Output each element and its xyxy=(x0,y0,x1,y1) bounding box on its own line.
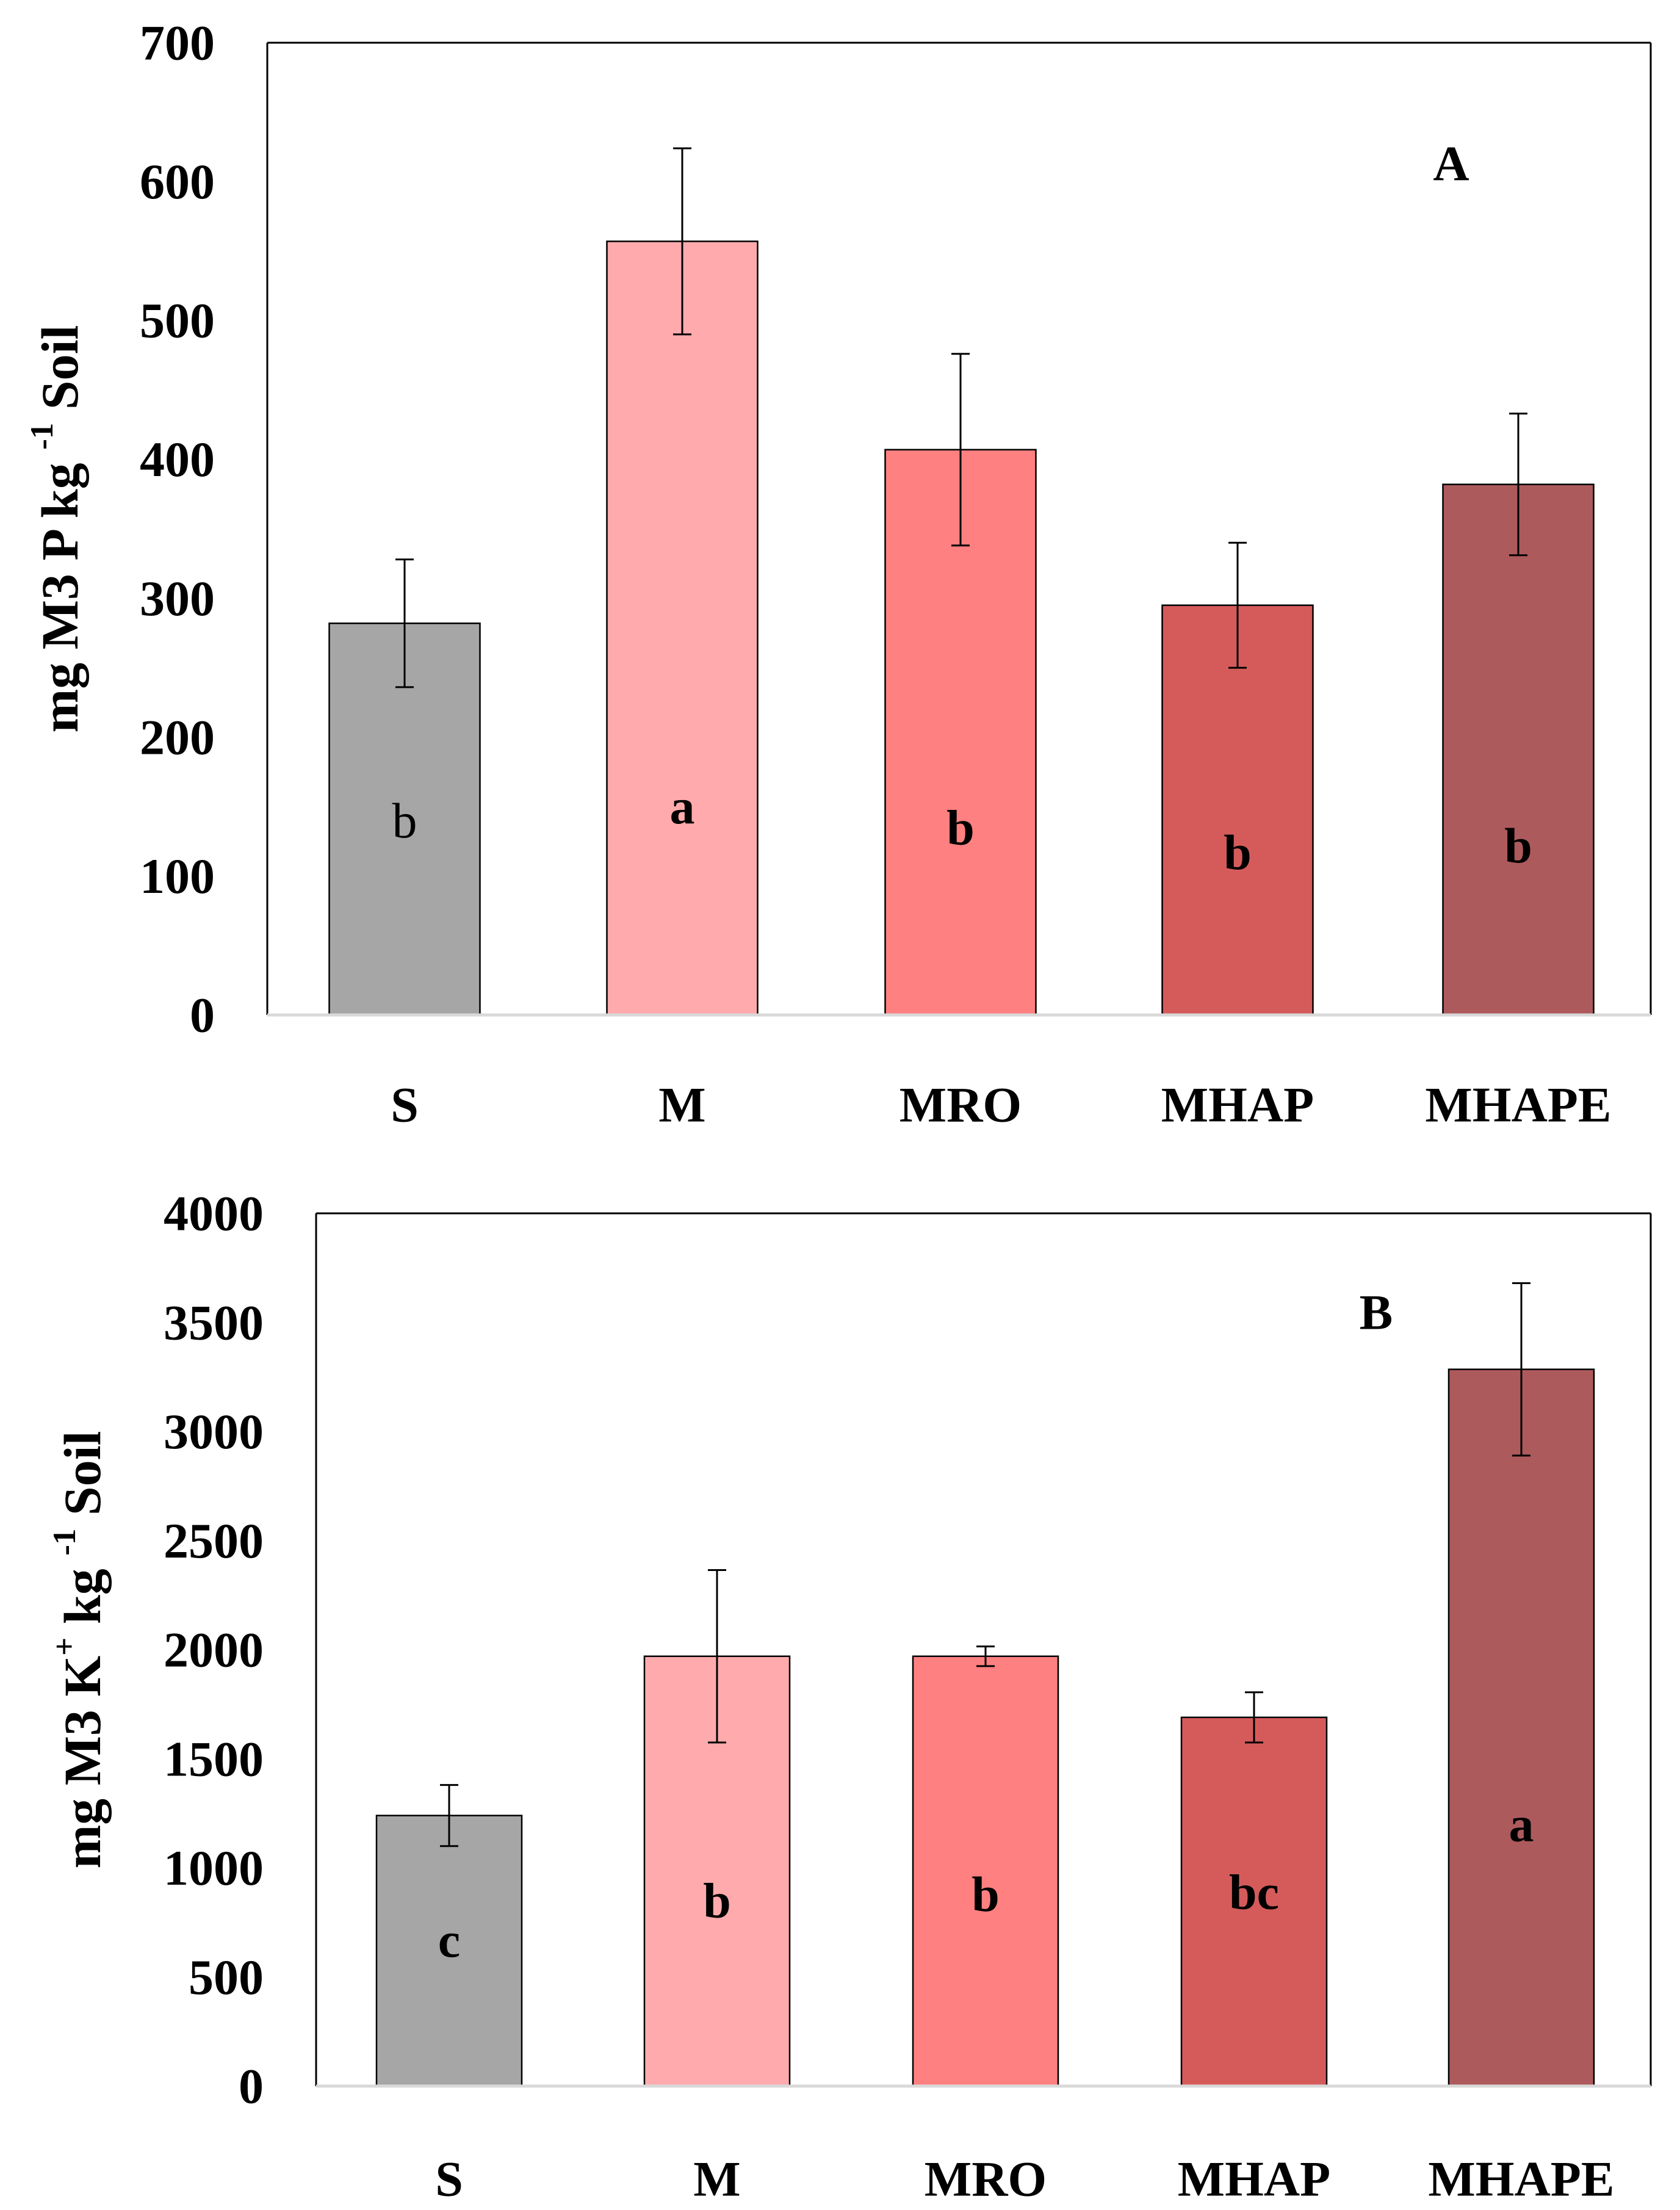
panel-b-y-title-main: mg M3 K xyxy=(53,1656,112,1869)
panel-b-y-title-exponent: -1 xyxy=(47,1529,82,1556)
panel-b-mhap-bar xyxy=(1180,1716,1328,2087)
panel-a-ytick-0: 0 xyxy=(190,988,215,1043)
panel-b-ytick-500: 500 xyxy=(189,1949,264,2005)
panel-b-s-letter: c xyxy=(438,1912,460,1968)
panel-b-mro-category-label: MRO xyxy=(925,2151,1047,2207)
panel-a-y-title-main: mg M3 P kg xyxy=(31,450,89,732)
panel-a-y-title-tail: Soil xyxy=(31,325,89,423)
panel-b-mhap-category-label: MHAP xyxy=(1178,2151,1330,2207)
panel-b-ytick-2500: 2500 xyxy=(164,1513,264,1569)
panel-a-s-category-label: S xyxy=(391,1077,419,1133)
panel-b-mhape-category-label: MHAPE xyxy=(1428,2151,1614,2207)
panel-b-y-title-mid: kg xyxy=(53,1556,112,1638)
panel-a-ytick-700: 700 xyxy=(140,15,215,71)
panel-b-mhape-bar xyxy=(1447,1368,1595,2087)
panel-a-mro-category-label: MRO xyxy=(899,1077,1022,1133)
panel-b-m-category-label: M xyxy=(693,2151,740,2207)
panel-a-ytick-400: 400 xyxy=(140,432,215,487)
panel-b-s-category-label: S xyxy=(435,2151,463,2207)
panel-b-y-axis-title: mg M3 K+ kg -1 Soil xyxy=(47,1431,112,1868)
panel-b-ytick-2000: 2000 xyxy=(164,1622,264,1678)
panel-b-ytick-3000: 3000 xyxy=(164,1404,264,1459)
panel-a: 0 100 200 300 400 500 600 700 b Sa Mb MRO b MHAP b MHAP… xyxy=(24,15,1652,1133)
panel-b-m-letter: b xyxy=(703,1873,731,1929)
panel-a-label: A xyxy=(1433,136,1469,192)
panel-a-m-letter: a xyxy=(670,779,695,834)
panel-b-label: B xyxy=(1360,1285,1393,1340)
panel-a-ytick-100: 100 xyxy=(140,848,215,904)
panel-a-y-axis-title: mg M3 P kg -1 Soil xyxy=(24,325,89,733)
panel-a-ytick-600: 600 xyxy=(140,154,215,209)
panel-b: 0 500 1000 1500 2000 2500 3000 3500 4000 c Sb Mb MRO… xyxy=(47,1186,1652,2207)
panel-a-mro-letter: b xyxy=(946,800,975,855)
panel-b-mro-bar xyxy=(912,1655,1059,2087)
panel-a-mhape-category-label: MHAPE xyxy=(1425,1077,1611,1133)
panel-b-ytick-3500: 3500 xyxy=(164,1295,264,1350)
panel-a-mhape-bar xyxy=(1442,483,1595,1016)
panel-b-y-title-tail: Soil xyxy=(53,1431,112,1528)
panel-b-mhap-letter: bc xyxy=(1229,1864,1279,1919)
panel-a-m-bar xyxy=(606,240,759,1016)
panel-a-ytick-300: 300 xyxy=(140,571,215,626)
panel-a-s-bar xyxy=(328,622,481,1016)
panel-a-ytick-200: 200 xyxy=(140,709,215,765)
panel-a-s-letter: b xyxy=(392,793,417,848)
panel-b-ytick-0: 0 xyxy=(239,2059,264,2114)
panel-b-mro-letter: b xyxy=(972,1866,1000,1922)
panel-a-mhap-category-label: MHAP xyxy=(1161,1077,1314,1133)
panel-a-mhap-letter: b xyxy=(1224,825,1252,880)
panel-b-mhape-letter: a xyxy=(1509,1797,1534,1852)
panel-a-ytick-500: 500 xyxy=(140,293,215,348)
panel-b-ytick-1500: 1500 xyxy=(164,1731,264,1786)
panel-a-y-title-exponent: -1 xyxy=(24,423,60,450)
panel-b-y-title-ion: + xyxy=(47,1638,82,1656)
panel-b-ytick-4000: 4000 xyxy=(164,1186,264,1241)
panel-a-mhape-letter: b xyxy=(1504,818,1532,873)
panel-a-m-category-label: M xyxy=(658,1077,705,1133)
panel-b-ytick-1000: 1000 xyxy=(164,1840,264,1896)
